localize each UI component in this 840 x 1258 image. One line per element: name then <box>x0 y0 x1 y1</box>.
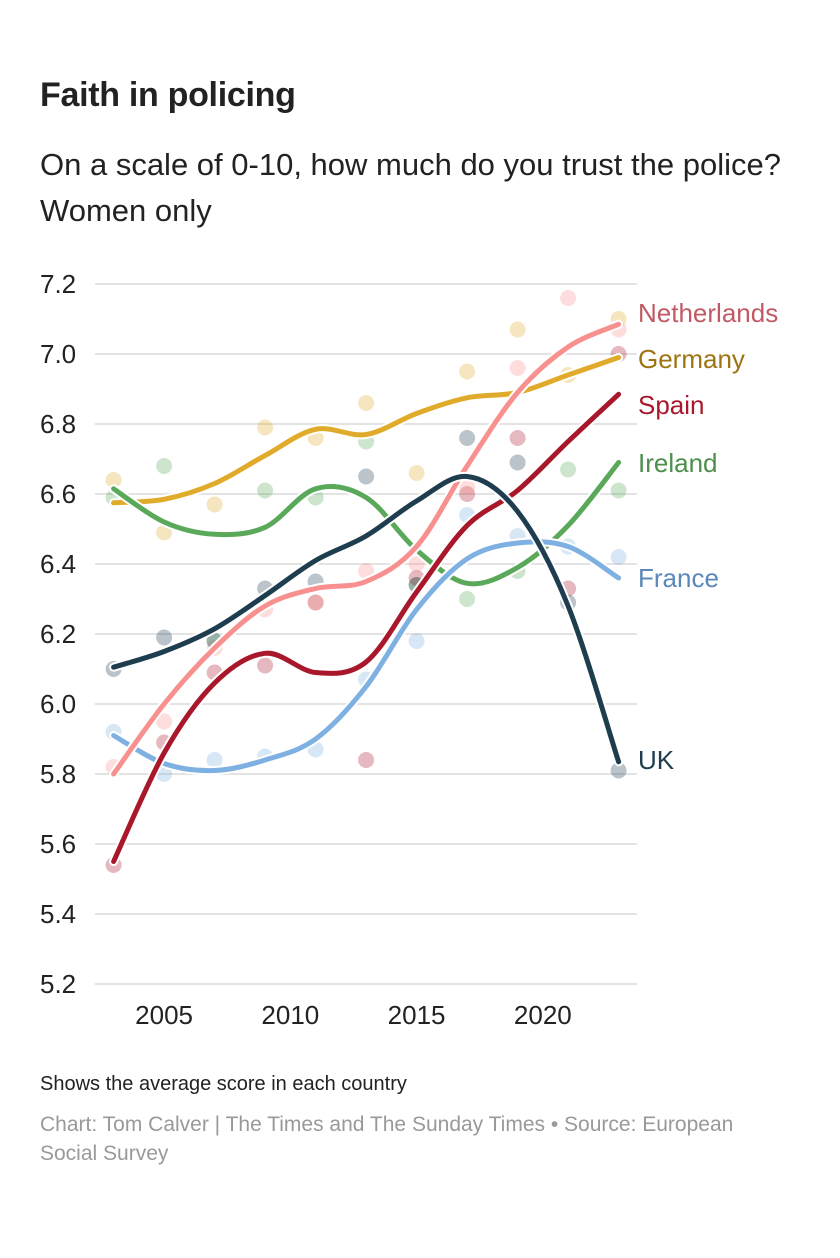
data-point-netherlands <box>560 290 577 306</box>
data-point-ireland <box>257 482 274 499</box>
data-point-france <box>610 549 627 565</box>
data-point-uk <box>156 629 173 646</box>
data-point-france <box>206 752 223 768</box>
data-point-netherlands <box>156 713 173 730</box>
line-ireland <box>111 460 622 587</box>
data-point-spain <box>307 594 324 611</box>
y-tick-label: 5.8 <box>40 759 76 789</box>
line-chart: 5.25.45.65.86.06.26.46.66.87.07.2 2005 20… <box>40 269 778 1030</box>
series-label-ireland: Ireland <box>638 448 718 478</box>
y-tick-label: 6.4 <box>40 549 76 579</box>
series-label-france: France <box>638 563 719 593</box>
data-point-uk <box>358 468 375 485</box>
y-tick-label: 6.6 <box>40 479 76 509</box>
data-point-spain <box>257 657 274 674</box>
data-point-netherlands <box>307 594 324 611</box>
series-label-uk: UK <box>638 745 675 775</box>
data-point-germany <box>459 363 476 380</box>
y-tick-label: 5.4 <box>40 899 76 929</box>
y-tick-label: 5.2 <box>40 969 76 999</box>
line-netherlands <box>111 321 622 777</box>
data-point-netherlands <box>509 360 526 376</box>
y-tick-label: 6.2 <box>40 619 76 649</box>
y-axis: 5.2 5.4 5.6 5.8 6.0 6.2 6.4 6.6 6.8 7.0 7.2 <box>40 269 76 999</box>
data-point-spain <box>358 752 375 768</box>
x-axis: 2005 2010 2015 2020 <box>135 1000 572 1030</box>
x-tick-label: 2010 <box>261 1000 319 1030</box>
data-point-uk <box>610 762 627 779</box>
gridlines <box>95 283 637 985</box>
x-tick-label: 2005 <box>135 1000 193 1030</box>
y-tick-label: 5.6 <box>40 829 76 859</box>
line-spain <box>111 391 622 864</box>
series-label-spain: Spain <box>638 390 705 420</box>
data-point-uk <box>459 430 476 446</box>
data-point-ireland <box>560 461 577 478</box>
data-point-ireland <box>156 458 173 474</box>
chart-credit: Chart: Tom Calver | The Times and The Su… <box>40 1113 734 1165</box>
line-uk <box>111 473 622 765</box>
series-label-netherlands: Netherlands <box>638 298 778 328</box>
y-tick-label: 7.0 <box>40 339 76 369</box>
series-labels: Germany Ireland France Spain Netherlands UK <box>638 298 778 775</box>
series-label-germany: Germany <box>638 344 745 374</box>
data-point-germany <box>408 465 425 481</box>
data-point-germany <box>509 321 526 338</box>
y-tick-label: 6.8 <box>40 409 76 439</box>
line-germany <box>111 355 622 506</box>
data-point-germany <box>206 496 223 513</box>
data-point-netherlands <box>459 479 476 495</box>
data-point-spain <box>509 430 526 446</box>
chart-note: Shows the average score in each country <box>40 1073 407 1095</box>
data-point-france <box>408 633 425 649</box>
y-tick-label: 7.2 <box>40 269 76 299</box>
data-point-germany <box>358 395 375 411</box>
chart-subtitle: On a scale of 0-10, how much do you trus… <box>40 147 781 228</box>
data-point-ireland <box>459 591 476 607</box>
data-point-germany <box>257 419 274 436</box>
line-france <box>111 539 622 774</box>
data-point-spain <box>459 486 476 502</box>
data-point-netherlands <box>408 556 425 572</box>
data-point-ireland <box>610 482 627 499</box>
y-tick-label: 6.0 <box>40 689 76 719</box>
data-point-germany <box>105 472 122 488</box>
x-tick-label: 2015 <box>388 1000 446 1030</box>
x-tick-label: 2020 <box>514 1000 572 1030</box>
data-point-uk <box>509 454 526 471</box>
trend-lines <box>109 319 624 866</box>
chart-title: Faith in policing <box>40 76 296 114</box>
